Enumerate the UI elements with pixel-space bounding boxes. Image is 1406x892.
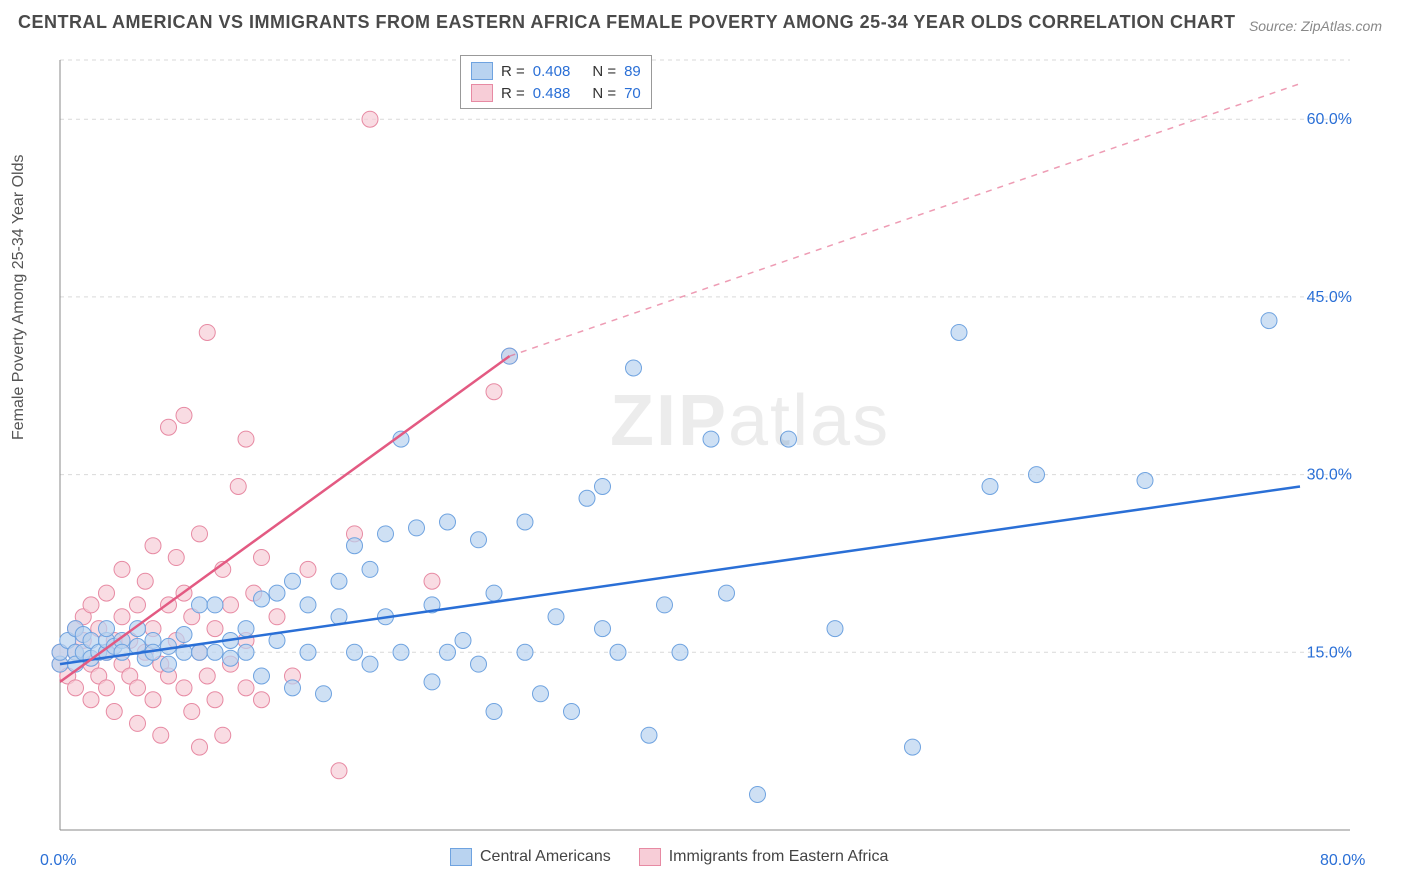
n-value-2: 70 (624, 85, 641, 102)
chart-title: CENTRAL AMERICAN VS IMMIGRANTS FROM EAST… (18, 12, 1236, 33)
legend-row-1: R = 0.408 N = 89 (471, 60, 641, 82)
chart-svg: 15.0% 30.0% 45.0% 60.0% (50, 50, 1360, 840)
legend-swatch-icon (450, 848, 472, 866)
r-label: R = (501, 85, 525, 102)
chart-area: 15.0%30.0%45.0%60.0% ZIPatlas (50, 50, 1360, 840)
svg-text:15.0%: 15.0% (1307, 644, 1352, 661)
r-label: R = (501, 63, 525, 80)
x-tick-max: 80.0% (1320, 852, 1365, 870)
svg-text:30.0%: 30.0% (1307, 467, 1352, 484)
legend-row-2: R = 0.488 N = 70 (471, 82, 641, 104)
n-value-1: 89 (624, 63, 641, 80)
x-tick-0: 0.0% (40, 852, 76, 870)
series-legend: Central Americans Immigrants from Easter… (450, 848, 888, 866)
y-axis-label: Female Poverty Among 25-34 Year Olds (10, 155, 28, 441)
n-label: N = (592, 63, 616, 80)
legend-swatch-icon (639, 848, 661, 866)
n-label: N = (592, 85, 616, 102)
svg-text:45.0%: 45.0% (1307, 289, 1352, 306)
legend-label-2: Immigrants from Eastern Africa (669, 848, 889, 866)
svg-text:60.0%: 60.0% (1307, 111, 1352, 128)
legend-label-1: Central Americans (480, 848, 611, 866)
r-value-1: 0.408 (533, 63, 571, 80)
correlation-legend: R = 0.408 N = 89 R = 0.488 N = 70 (460, 55, 652, 109)
source-label: Source: ZipAtlas.com (1249, 18, 1382, 34)
legend-item-1: Central Americans (450, 848, 611, 866)
legend-swatch-2 (471, 84, 493, 102)
r-value-2: 0.488 (533, 85, 571, 102)
legend-swatch-1 (471, 62, 493, 80)
legend-item-2: Immigrants from Eastern Africa (639, 848, 889, 866)
